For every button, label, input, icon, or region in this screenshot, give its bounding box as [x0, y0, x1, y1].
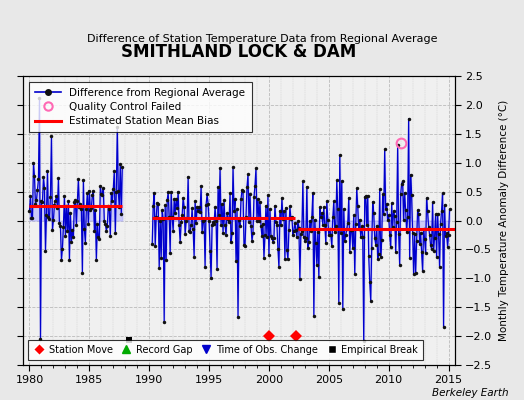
Y-axis label: Monthly Temperature Anomaly Difference (°C): Monthly Temperature Anomaly Difference (… — [499, 100, 509, 341]
Title: SMITHLAND LOCK & DAM: SMITHLAND LOCK & DAM — [122, 43, 357, 61]
Text: Difference of Station Temperature Data from Regional Average: Difference of Station Temperature Data f… — [87, 34, 437, 44]
Text: Berkeley Earth: Berkeley Earth — [432, 388, 508, 398]
Legend: Station Move, Record Gap, Time of Obs. Change, Empirical Break: Station Move, Record Gap, Time of Obs. C… — [28, 340, 423, 360]
